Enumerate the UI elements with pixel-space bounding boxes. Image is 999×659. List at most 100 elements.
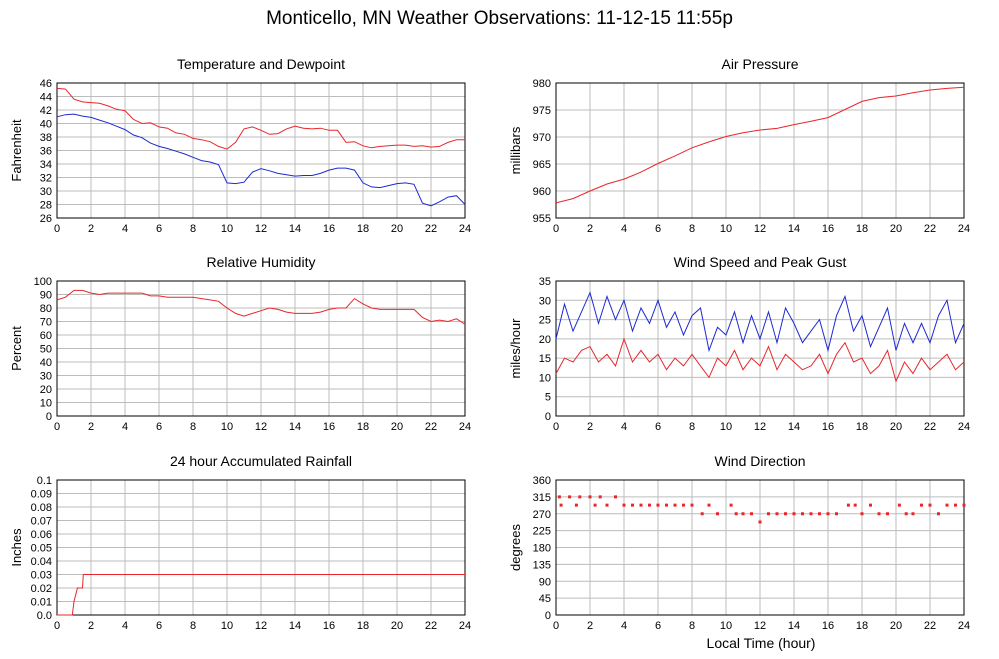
- data-point: [860, 512, 864, 516]
- y-tick-label: 90: [539, 576, 551, 588]
- data-point: [557, 495, 561, 499]
- y-axis-label: miles/hour: [508, 318, 523, 379]
- y-tick-label: 10: [539, 372, 551, 384]
- chart-title: Air Pressure: [721, 56, 798, 72]
- data-point: [750, 512, 753, 516]
- data-point: [801, 512, 804, 516]
- data-point: [928, 503, 932, 507]
- data-point: [758, 520, 762, 524]
- y-tick-label: 80: [40, 303, 52, 315]
- y-tick-label: 20: [40, 384, 52, 396]
- y-tick-label: 50: [40, 344, 52, 356]
- x-tick-label: 4: [621, 620, 627, 632]
- x-tick-label: 0: [54, 223, 60, 235]
- x-tick-label: 6: [655, 421, 661, 433]
- x-tick-label: 14: [289, 223, 301, 235]
- x-axis-label: Local Time (hour): [706, 635, 816, 651]
- y-tick-label: 15: [539, 353, 551, 365]
- y-tick-label: 0.04: [31, 556, 52, 568]
- x-tick-label: 4: [122, 223, 128, 235]
- y-tick-label: 225: [533, 526, 551, 538]
- x-tick-label: 4: [122, 421, 128, 433]
- y-tick-label: 36: [40, 146, 52, 158]
- y-tick-label: 0: [46, 411, 52, 423]
- y-tick-label: 42: [40, 105, 52, 117]
- data-point: [818, 512, 821, 516]
- y-tick-label: 10: [40, 398, 52, 410]
- data-point: [682, 503, 685, 507]
- chart-title: Temperature and Dewpoint: [177, 56, 345, 72]
- x-tick-label: 16: [323, 620, 335, 632]
- y-tick-label: 44: [40, 92, 52, 104]
- y-tick-label: 34: [40, 159, 52, 171]
- y-tick-label: 70: [40, 317, 52, 329]
- y-tick-label: 32: [40, 173, 52, 185]
- data-point: [734, 512, 738, 516]
- y-tick-label: 980: [533, 78, 551, 90]
- y-tick-label: 360: [533, 475, 551, 487]
- x-tick-label: 8: [190, 620, 196, 632]
- x-tick-label: 24: [958, 620, 970, 632]
- y-tick-label: 135: [533, 559, 551, 571]
- y-tick-label: 26: [40, 213, 52, 225]
- y-tick-label: 35: [539, 276, 551, 288]
- plot-frame: [555, 479, 965, 616]
- data-point: [568, 495, 572, 499]
- chart-title: Wind Speed and Peak Gust: [674, 254, 847, 270]
- x-tick-label: 6: [156, 223, 162, 235]
- data-point: [886, 512, 889, 516]
- y-tick-label: 100: [34, 276, 52, 288]
- x-tick-label: 22: [425, 223, 437, 235]
- x-tick-label: 2: [88, 223, 94, 235]
- x-tick-label: 4: [621, 223, 627, 235]
- x-tick-label: 10: [720, 421, 732, 433]
- y-tick-label: 955: [533, 213, 551, 225]
- x-tick-label: 20: [890, 223, 902, 235]
- x-tick-label: 16: [822, 620, 834, 632]
- y-tick-label: 28: [40, 200, 52, 212]
- series-line-red: [56, 289, 466, 325]
- y-tick-label: 180: [533, 543, 551, 555]
- x-tick-label: 0: [54, 620, 60, 632]
- data-point: [648, 503, 651, 507]
- x-tick-label: 22: [924, 620, 936, 632]
- x-tick-label: 6: [655, 223, 661, 235]
- data-point: [920, 503, 923, 507]
- y-tick-label: 0: [545, 411, 551, 423]
- x-tick-label: 2: [587, 223, 593, 235]
- y-axis-label: Percent: [9, 326, 24, 371]
- x-tick-label: 0: [553, 223, 559, 235]
- plot-frame: [56, 280, 466, 417]
- series-line-red: [56, 87, 465, 150]
- x-tick-label: 0: [553, 421, 559, 433]
- x-tick-label: 20: [391, 223, 403, 235]
- x-tick-label: 6: [156, 620, 162, 632]
- x-tick-label: 16: [822, 223, 834, 235]
- x-tick-label: 18: [357, 421, 369, 433]
- data-point: [792, 512, 796, 516]
- x-tick-label: 14: [788, 223, 800, 235]
- x-tick-label: 10: [221, 223, 233, 235]
- x-tick-label: 24: [958, 223, 970, 235]
- data-point: [605, 503, 609, 507]
- x-tick-label: 2: [587, 421, 593, 433]
- x-tick-label: 24: [459, 421, 471, 433]
- data-point: [853, 503, 857, 507]
- y-axis-label: millibars: [508, 126, 523, 174]
- page-title: Monticello, MN Weather Observations: 11-…: [266, 8, 733, 29]
- y-tick-label: 46: [40, 78, 52, 90]
- x-tick-label: 8: [689, 620, 695, 632]
- y-tick-label: 30: [40, 371, 52, 383]
- data-point: [559, 503, 563, 507]
- x-tick-label: 2: [88, 421, 94, 433]
- y-tick-label: 960: [533, 186, 551, 198]
- plot-frame: [56, 479, 466, 616]
- y-tick-label: 20: [539, 334, 551, 346]
- x-tick-label: 2: [587, 620, 593, 632]
- y-tick-label: 270: [533, 509, 551, 521]
- data-point: [622, 503, 626, 507]
- data-point: [911, 512, 915, 516]
